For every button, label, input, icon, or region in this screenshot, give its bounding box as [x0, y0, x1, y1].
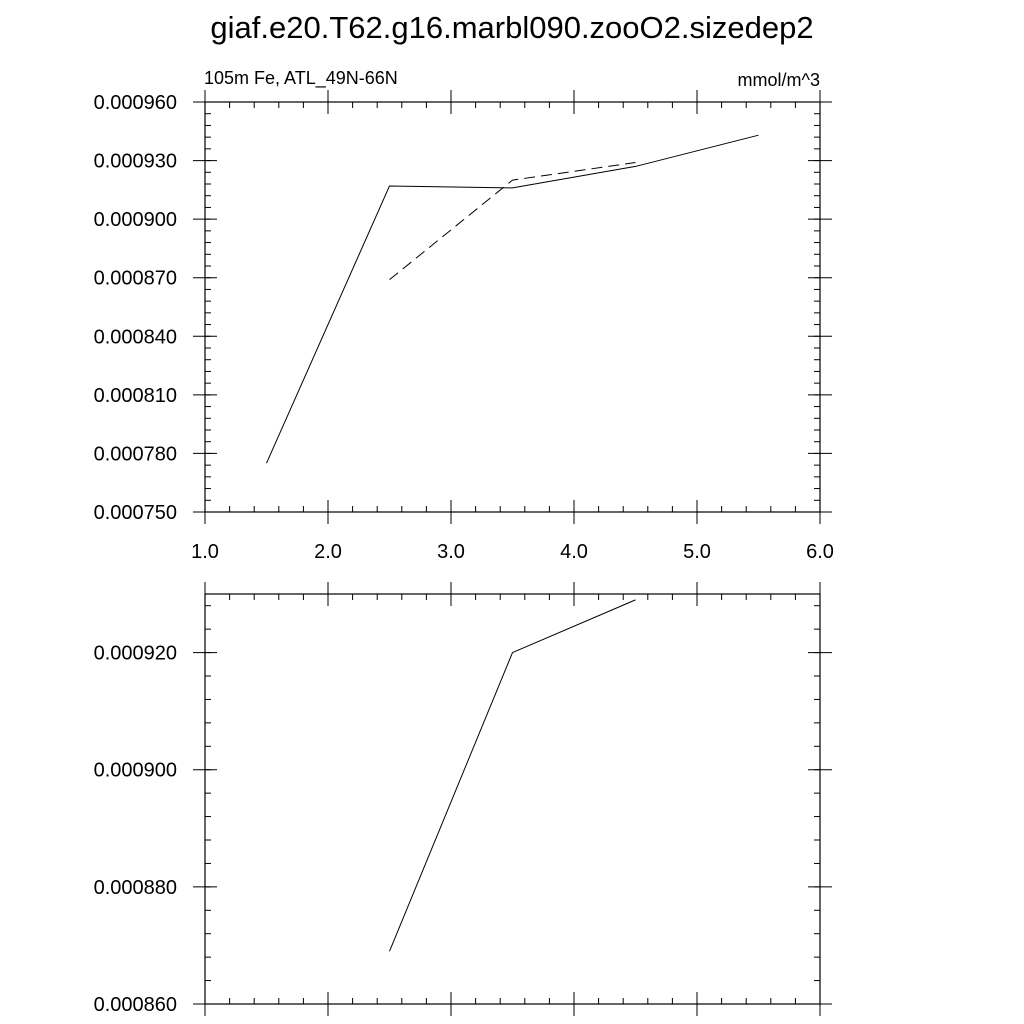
- top-xtick-label: 5.0: [683, 541, 711, 563]
- top-xtick-label: 2.0: [314, 541, 342, 563]
- top-ytick-label: 0.000900: [94, 209, 177, 231]
- top-major-ticks: [193, 90, 832, 524]
- figure-title: giaf.e20.T62.g16.marbl090.zooO2.sizedep2: [210, 10, 813, 45]
- top-minor-ticks: [205, 102, 820, 512]
- bottom-panel: 0.000860 0.000880 0.000900 0.000920: [94, 582, 832, 1016]
- top-series-solid-line: [266, 134, 759, 464]
- top-panel: 105m Fe, ATL_49N-66N mmol/m^3 0.0007500.…: [94, 68, 834, 563]
- top-xtick-label: 6.0: [806, 541, 834, 563]
- top-ytick-label: 0.000960: [94, 92, 177, 114]
- bottom-minor-ticks: [205, 594, 820, 1004]
- bottom-ytick-label: 0.000920: [94, 643, 177, 665]
- bottom-series: [389, 599, 636, 952]
- top-ytick-label: 0.000750: [94, 502, 177, 524]
- bottom-ytick-label: 0.000860: [94, 994, 177, 1016]
- bottom-series-solid-line: [389, 599, 636, 952]
- top-xtick-label: 1.0: [191, 541, 219, 563]
- top-xtick-label: 3.0: [437, 541, 465, 563]
- top-plot-frame: [204, 101, 821, 513]
- top-series: [266, 134, 759, 464]
- top-ytick-label: 0.000810: [94, 385, 177, 407]
- bottom-major-ticks: [193, 582, 832, 1016]
- top-panel-units-label: mmol/m^3: [738, 70, 820, 90]
- top-panel-left-label: 105m Fe, ATL_49N-66N: [204, 68, 398, 89]
- top-xtick-labels: 1.0 2.0 3.0 4.0 5.0 6.0: [191, 541, 834, 563]
- top-xtick-label: 4.0: [560, 541, 588, 563]
- bottom-ytick-label: 0.000880: [94, 877, 177, 899]
- top-ytick-label: 0.000840: [94, 326, 177, 348]
- bottom-ytick-label: 0.000900: [94, 760, 177, 782]
- bottom-plot-frame: [204, 593, 821, 1005]
- bottom-ytick-labels: 0.000860 0.000880 0.000900 0.000920: [94, 643, 177, 1016]
- top-series-dashed-line: [389, 162, 636, 281]
- top-ytick-label: 0.000870: [94, 268, 177, 290]
- top-ytick-label: 0.000780: [94, 443, 177, 465]
- top-ytick-labels: 0.000750 0.000780 0.000810 0.000840 0.000870…: [94, 92, 177, 524]
- top-ytick-label: 0.000930: [94, 151, 177, 173]
